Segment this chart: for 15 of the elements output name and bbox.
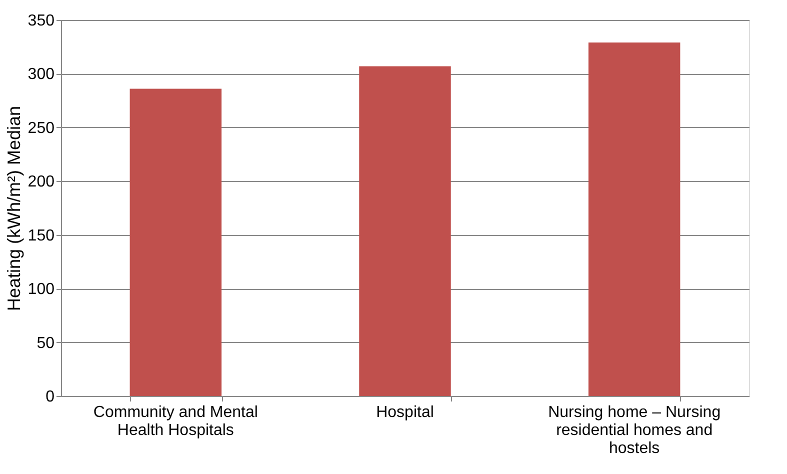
y-tick-label: 250 xyxy=(28,120,55,137)
y-tick-label: 300 xyxy=(28,66,55,84)
bar xyxy=(359,66,451,396)
bar xyxy=(130,88,222,396)
y-tick-label: 0 xyxy=(46,388,55,406)
y-tick-label: 50 xyxy=(36,334,55,352)
y-tick-label: 150 xyxy=(28,227,55,244)
x-tick-label: Hospital xyxy=(376,404,434,421)
x-tick-label: Community and Mental Health Hospitals xyxy=(93,404,258,439)
y-tick-label: 200 xyxy=(28,174,55,191)
bar xyxy=(588,42,680,396)
x-tick-label: Nursing home – Nursing residential homes and hostels xyxy=(548,404,721,457)
y-tick-label: 100 xyxy=(28,281,55,298)
y-axis-title: Heating (kWh/m²) Median xyxy=(4,106,24,312)
y-tick-label: 350 xyxy=(28,12,55,30)
